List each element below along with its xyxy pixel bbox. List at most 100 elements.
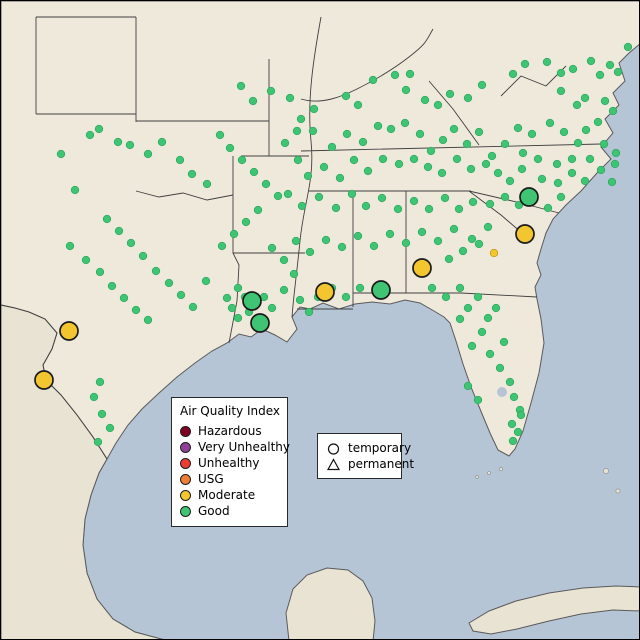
temporary-label: temporary: [348, 441, 412, 455]
station-dot-good: [56, 149, 66, 159]
station-dot-good: [409, 196, 419, 206]
station-dot-good: [444, 254, 454, 264]
station-dot-good: [353, 100, 363, 110]
station-dot-good: [533, 154, 543, 164]
station-dot-good: [491, 303, 501, 313]
shape-legend: temporary permanent: [317, 433, 414, 479]
station-dot-good: [337, 242, 347, 252]
aqi-legend-label: Very Unhealthy: [198, 440, 290, 454]
station-dot-good: [373, 121, 383, 131]
station-dot-good: [303, 171, 313, 181]
station-dot-good: [107, 281, 117, 291]
station-dot-good: [477, 80, 487, 90]
station-dot-good: [321, 235, 331, 245]
station-dot-good: [508, 436, 518, 446]
station-dot-good: [463, 381, 473, 391]
station-dot-good: [253, 205, 263, 215]
station-dot-good: [70, 185, 80, 195]
station-dot-good: [401, 85, 411, 95]
aqi-legend: Air Quality Index Hazardous Very Unhealth…: [171, 397, 290, 527]
station-dot-good: [81, 255, 91, 265]
station-markers-layer: [34, 187, 539, 390]
permanent-label: permanent: [348, 457, 415, 471]
station-dot-good: [295, 295, 305, 305]
station-dot-good: [542, 57, 552, 67]
temporary-circle-icon: [326, 441, 341, 456]
station-dot-good: [125, 140, 135, 150]
station-dot-good: [267, 303, 277, 313]
station-dot-good: [545, 118, 555, 128]
station-dot-good: [433, 100, 443, 110]
station-dot-good: [556, 192, 566, 202]
station-marker-large-good: [519, 187, 539, 207]
station-dot-good: [386, 124, 396, 134]
station-dot-good: [513, 123, 523, 133]
station-dot-good: [417, 227, 427, 237]
station-dot-good: [493, 168, 503, 178]
station-dot-moderate: [489, 248, 499, 258]
station-dot-good: [151, 266, 161, 276]
station-dot-good: [556, 68, 566, 78]
station-dot-good: [248, 96, 258, 106]
station-dot-good: [233, 313, 243, 323]
aqi-legend-row: Good: [180, 503, 279, 519]
station-marker-large-moderate: [412, 258, 432, 278]
station-dot-good: [89, 392, 99, 402]
station-dot-good: [455, 314, 465, 324]
station-dot-good: [473, 292, 483, 302]
station-dot-good: [236, 81, 246, 91]
station-dot-good: [390, 70, 400, 80]
station-dot-good: [415, 129, 425, 139]
station-dot-good: [596, 165, 606, 175]
station-dot-good: [309, 104, 319, 114]
station-dot-good: [424, 204, 434, 214]
station-dot-good: [499, 337, 509, 347]
aqi-legend-label: Moderate: [198, 488, 256, 502]
station-dot-good: [513, 427, 523, 437]
station-dot-good: [400, 118, 410, 128]
station-dot-good: [342, 129, 352, 139]
station-dot-good: [102, 214, 112, 224]
station-dot-good: [485, 349, 495, 359]
station-marker-large-good: [250, 313, 270, 333]
station-dot-good: [468, 197, 478, 207]
station-dot-good: [369, 241, 379, 251]
aqi-color-swatch: [180, 425, 191, 437]
station-dot-good: [426, 146, 436, 156]
aqi-legend-label: USG: [198, 472, 224, 486]
station-dot-good: [556, 86, 566, 96]
station-dot-good: [567, 168, 577, 178]
aqi-color-swatch: [180, 441, 191, 453]
aqi-legend-row: Hazardous: [180, 423, 279, 439]
station-dot-good: [585, 154, 595, 164]
station-dot-good: [467, 234, 477, 244]
station-dot-good: [567, 154, 577, 164]
aqi-color-swatch: [180, 457, 191, 469]
station-dot-good: [420, 95, 430, 105]
station-dot-good: [394, 159, 404, 169]
station-dot-good: [466, 164, 476, 174]
station-dot-good: [527, 129, 537, 139]
permanent-triangle-icon: [326, 457, 341, 472]
station-dot-good: [605, 60, 615, 70]
station-dot-good: [409, 154, 419, 164]
aqi-color-swatch: [180, 505, 191, 517]
station-dot-good: [477, 327, 487, 337]
station-dot-good: [610, 159, 620, 169]
station-dot-good: [500, 139, 510, 149]
station-dot-good: [131, 305, 141, 315]
station-dot-good: [349, 155, 359, 165]
station-dot-good: [611, 148, 621, 158]
station-dot-good: [559, 127, 569, 137]
station-dot-good: [572, 100, 582, 110]
station-dot-good: [143, 149, 153, 159]
station-dot-good: [138, 251, 148, 261]
station-dot-good: [516, 410, 526, 420]
station-dot-good: [114, 226, 124, 236]
station-dot-good: [518, 148, 528, 158]
station-dot-good: [319, 162, 329, 172]
station-dots-layer: [56, 42, 633, 447]
aqi-color-swatch: [180, 489, 191, 501]
station-dot-good: [449, 224, 459, 234]
